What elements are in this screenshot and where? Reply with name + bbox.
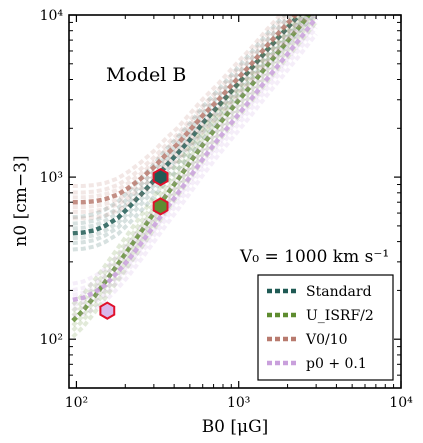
series-variant-line: [72, 15, 309, 286]
series-variant-line: [72, 15, 307, 241]
series-3: [72, 15, 318, 318]
legend: Standard U_ISRF/2 V0/10 p0 + 0.1: [257, 274, 394, 381]
legend-box: [257, 274, 394, 381]
marker-layer: [99, 167, 169, 320]
annotation-velocity: V₀ = 1000 km s⁻¹: [239, 247, 389, 267]
x-tick-label: 10³: [227, 395, 250, 411]
series-line: [72, 16, 318, 303]
series-2: [72, 15, 315, 221]
hexagon-marker: [152, 197, 169, 216]
series-line: [72, 15, 303, 236]
y-axis-label: n0 [cm−3]: [11, 155, 31, 246]
series-variant-line: [72, 15, 303, 210]
series-variant-line: [72, 15, 290, 195]
series-variant-line: [72, 15, 284, 189]
legend-label: V0/10: [305, 332, 348, 348]
series-variant-line: [72, 15, 314, 293]
series-variant-line: [72, 15, 311, 246]
series-variant-line: [71, 15, 299, 306]
legend-label: Standard: [306, 284, 372, 300]
series-line: [72, 15, 299, 205]
series-variant-line: [72, 21, 318, 307]
plot-frame: [68, 14, 402, 389]
series-variant-line: [72, 15, 318, 297]
series-line: [71, 15, 312, 323]
series-variant-line: [71, 15, 308, 318]
x-tick-label: 10⁴: [389, 395, 413, 411]
series-variant-line: [71, 15, 318, 332]
series-variant-line: [72, 15, 315, 221]
hexagon-marker: [152, 167, 169, 187]
series-variant-line: [72, 32, 318, 318]
legend-label: U_ISRF/2: [306, 308, 374, 324]
x-tick-label: 10²: [65, 395, 88, 411]
legend-label: p0 + 0.1: [306, 356, 367, 372]
annotation-model: Model B: [106, 64, 186, 86]
y-tick-label: 10²: [40, 332, 63, 348]
x-axis-label: B0 [μG]: [202, 417, 269, 437]
tick-layer: 10² 10³ 10⁴ 10² 10³ 10⁴: [40, 8, 414, 411]
series-variant-line: [72, 15, 288, 220]
series-0: [72, 15, 317, 252]
series-layer: [71, 15, 318, 339]
series-1: [71, 15, 318, 339]
series-variant-line: [72, 15, 294, 200]
series-variant-line: [72, 15, 308, 214]
series-variant-line: [71, 15, 304, 313]
hexagon-marker: [99, 301, 116, 320]
y-tick-label: 10⁴: [40, 8, 64, 24]
legend-entries: Standard U_ISRF/2 V0/10 p0 + 0.1: [267, 284, 374, 372]
series-variant-line: [72, 26, 318, 312]
y-tick-label: 10³: [40, 170, 63, 186]
